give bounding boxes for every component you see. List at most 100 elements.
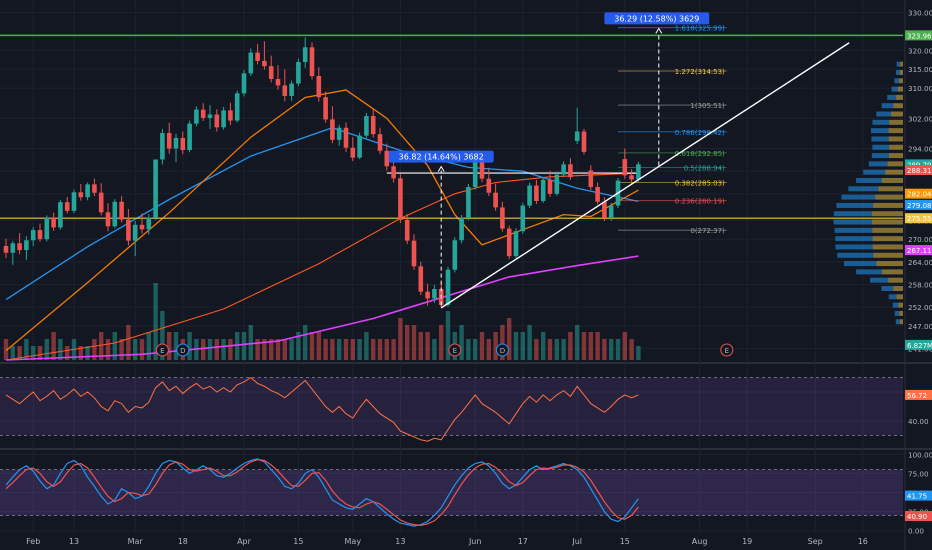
volume-bar: [303, 325, 308, 360]
candle-body: [64, 202, 70, 211]
candlesticks: [3, 37, 641, 308]
volume-bar: [330, 339, 335, 360]
profile-bar-down: [888, 153, 903, 159]
profile-bar-up: [833, 211, 872, 217]
volume-bar: [112, 332, 117, 360]
price-label-box: [905, 159, 932, 170]
volume-bar: [99, 332, 104, 360]
price-label-box: [905, 339, 932, 350]
y-tick-label: 264.00: [908, 258, 932, 267]
profile-bar-down: [888, 277, 903, 283]
fib-level-label: 1.272(314.53): [675, 68, 725, 76]
stoch-k-label: 41.75: [907, 493, 927, 501]
candle-body: [540, 179, 546, 202]
earnings-marker-label: E: [160, 347, 164, 355]
volume-bar: [58, 339, 63, 360]
profile-bar-up: [892, 302, 899, 308]
price-label-box: [905, 164, 932, 175]
volume-bar: [24, 339, 29, 360]
candle-body: [10, 243, 16, 253]
volume-bar: [3, 339, 9, 360]
volume-bar: [296, 332, 301, 360]
candle-body: [493, 192, 498, 208]
volume-bar: [214, 339, 219, 360]
fib-level-label: 0.618(292.85): [675, 150, 725, 158]
volume-bar: [126, 325, 131, 360]
profile-bar-up: [869, 277, 889, 283]
candle-body: [581, 131, 587, 152]
price-label-text: 275.55: [907, 215, 932, 223]
profile-bar-down: [899, 69, 903, 75]
candle-body: [228, 110, 233, 121]
candle-body: [207, 114, 213, 118]
candle-body: [398, 178, 403, 220]
candle-body: [425, 291, 430, 299]
candle-body: [472, 157, 478, 188]
candle-body: [486, 178, 492, 193]
x-tick-label: Feb: [26, 537, 40, 546]
price-label-text: 267.11: [907, 247, 932, 255]
profile-bar-up: [888, 294, 897, 300]
candle-body: [302, 47, 308, 63]
profile-bar-down: [895, 94, 903, 100]
earnings-marker-label: D: [500, 347, 505, 355]
volume-bars: [3, 283, 641, 360]
fib-level-label: 0.382(285.03): [675, 179, 725, 187]
profile-bar-down: [871, 219, 903, 225]
candle-body: [160, 133, 165, 160]
y-tick-label: 252.00: [908, 303, 932, 312]
candle-body: [214, 114, 220, 128]
stoch-d-line: [5, 458, 639, 527]
price-label-text: 279.08: [907, 202, 932, 210]
volume-bar: [459, 325, 464, 360]
profile-bar-down: [899, 319, 903, 325]
candle-body: [357, 135, 362, 158]
y-tick-label: 302.00: [908, 114, 932, 123]
candle-body: [112, 201, 118, 227]
volume-bar: [78, 346, 83, 360]
x-tick-label: May: [345, 537, 362, 546]
measure-box: [604, 12, 710, 25]
volume-bar: [473, 339, 478, 360]
volume-bar: [513, 332, 519, 360]
measure-box: [388, 150, 494, 163]
volume-profile: [833, 61, 903, 325]
profile-bar-down: [872, 236, 903, 242]
volume-bar: [527, 325, 532, 360]
profile-bar-down: [881, 177, 903, 183]
volume-bar: [269, 339, 274, 360]
y-tick-label: 270.00: [908, 235, 932, 244]
volume-bar: [581, 332, 587, 360]
fib-level-label: 0.5(288.94): [684, 165, 725, 173]
candle-body: [146, 217, 152, 230]
price-label-box: [905, 213, 932, 224]
candle-body: [85, 184, 90, 198]
profile-bar-down: [875, 194, 903, 200]
candle-body: [126, 219, 131, 241]
volume-bar: [228, 339, 233, 360]
volume-bar: [466, 339, 471, 360]
candle-body: [30, 230, 36, 241]
profile-bar-down: [878, 186, 903, 192]
y-tick-label: 258.00: [908, 280, 932, 289]
earnings-marker-label: E: [453, 347, 457, 355]
candle-body: [330, 119, 335, 140]
volume-bar: [255, 339, 260, 360]
candle-body: [479, 157, 485, 179]
volume-bar: [51, 332, 56, 360]
profile-bar-up: [835, 236, 873, 242]
volume-bar: [173, 332, 179, 360]
candle-body: [452, 240, 458, 270]
earnings-marker: [720, 343, 734, 357]
volume-bar: [364, 332, 369, 360]
y-tick-label: 294.00: [908, 145, 932, 154]
candle-body: [98, 192, 104, 213]
fib-level-label: 0(272.37): [690, 227, 725, 235]
volume-bar: [371, 339, 376, 360]
candle-body: [37, 230, 43, 240]
profile-bar-up: [872, 119, 890, 125]
candle-body: [554, 174, 560, 194]
candle-body: [568, 164, 573, 178]
volume-bar: [411, 325, 417, 360]
candle-body: [241, 73, 247, 94]
